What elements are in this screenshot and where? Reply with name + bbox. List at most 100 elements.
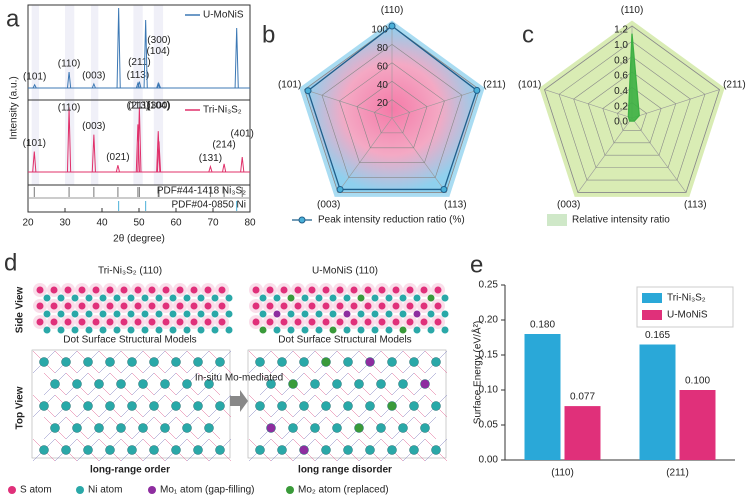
bar — [524, 334, 561, 460]
s-atom — [308, 318, 316, 326]
x-tick-label: 50 — [133, 218, 145, 229]
atom — [385, 326, 393, 334]
s-atom — [36, 318, 44, 326]
s-atom — [434, 302, 442, 310]
s-atom — [420, 302, 428, 310]
axis-label: (113) — [684, 200, 707, 211]
x-tick-label: (110) — [551, 468, 574, 479]
atom — [116, 423, 126, 433]
atom — [365, 401, 375, 411]
atom — [83, 357, 93, 367]
atom — [301, 310, 309, 318]
s-atom — [92, 302, 100, 310]
s-atom — [350, 302, 358, 310]
y-axis-label: Surface Energy (eV/Å²) — [471, 321, 484, 424]
atom — [94, 379, 104, 389]
atom — [321, 401, 331, 411]
s-atom — [148, 318, 156, 326]
axis-label: (101) — [278, 79, 301, 90]
band — [133, 5, 143, 185]
s-atom — [218, 318, 226, 326]
model-title: U-MoNiS (110) — [312, 266, 378, 277]
atom — [357, 294, 365, 302]
atom — [365, 357, 375, 367]
atom — [193, 357, 203, 367]
axis-label: (003) — [317, 200, 340, 211]
caption: long-range order — [90, 465, 170, 476]
atom — [105, 401, 115, 411]
legend-marker — [8, 486, 16, 494]
atom — [255, 357, 265, 367]
peak — [137, 107, 142, 173]
peak-label: (110) — [58, 103, 81, 114]
peak — [222, 163, 227, 173]
arrow-text: In-situ Mo-mediated — [195, 373, 283, 384]
panel-letter: b — [262, 21, 275, 48]
s-atom — [162, 286, 170, 294]
r-tick-label: 0.4 — [614, 86, 628, 97]
s-atom — [420, 318, 428, 326]
s-atom — [336, 286, 344, 294]
s-atom — [50, 302, 58, 310]
s-atom — [148, 286, 156, 294]
s-atom — [190, 318, 198, 326]
model-frame — [247, 349, 447, 459]
atom — [299, 445, 309, 455]
r-tick-label: 100 — [371, 25, 388, 36]
legend-label: Ni atom — [88, 485, 122, 496]
atom — [399, 294, 407, 302]
atom — [225, 294, 233, 302]
s-atom — [378, 302, 386, 310]
legend-marker — [298, 216, 306, 224]
atom — [427, 326, 435, 334]
s-atom — [406, 302, 414, 310]
atom — [431, 401, 441, 411]
s-atom — [218, 286, 226, 294]
atom — [321, 445, 331, 455]
r-tick-label: 1.2 — [614, 25, 628, 36]
y-tick-label: 0.00 — [479, 455, 499, 466]
atom — [113, 310, 121, 318]
atom — [183, 294, 191, 302]
atom — [183, 326, 191, 334]
x-tick-label: 30 — [59, 218, 71, 229]
atom — [343, 326, 351, 334]
atom — [127, 445, 137, 455]
value-label: 0.077 — [570, 392, 595, 403]
band — [31, 5, 40, 185]
s-atom — [64, 286, 72, 294]
radar-area — [627, 33, 640, 122]
peak — [91, 134, 96, 173]
axis-label: (110) — [381, 5, 404, 16]
y-tick-label: 0.15 — [479, 350, 499, 361]
atom — [193, 445, 203, 455]
s-atom — [120, 318, 128, 326]
atom — [259, 326, 267, 334]
s-atom — [308, 286, 316, 294]
atom — [57, 310, 65, 318]
atom — [332, 379, 342, 389]
grid-ring — [617, 102, 647, 131]
s-atom — [64, 318, 72, 326]
atom — [273, 326, 281, 334]
atom — [94, 423, 104, 433]
atom — [399, 310, 407, 318]
grid-ring — [558, 40, 706, 181]
panel-letter: e — [470, 251, 483, 278]
peak — [156, 82, 162, 89]
arrow — [230, 390, 248, 412]
s-atom — [78, 318, 86, 326]
atom — [354, 379, 364, 389]
peak — [234, 27, 239, 89]
atom — [113, 294, 121, 302]
atom — [105, 445, 115, 455]
y-tick-label: 0.05 — [479, 420, 499, 431]
atom — [259, 310, 267, 318]
atom — [171, 445, 181, 455]
peak — [208, 164, 213, 173]
s-atom — [294, 302, 302, 310]
model-caption: Dot Surface Structural Models — [63, 335, 196, 346]
atom — [365, 445, 375, 455]
atom — [310, 423, 320, 433]
